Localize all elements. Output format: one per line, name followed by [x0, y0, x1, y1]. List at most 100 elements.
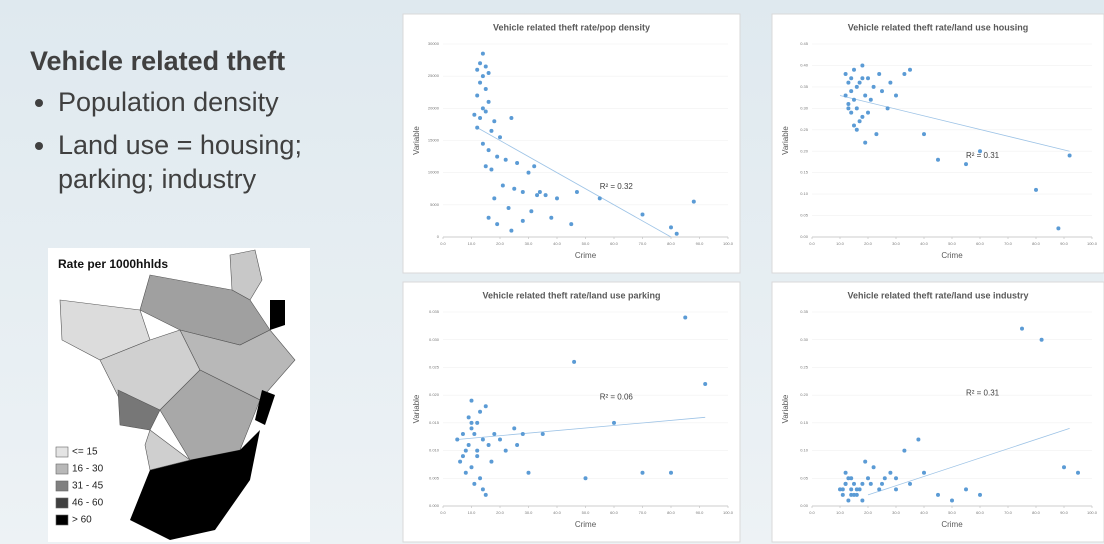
- point: [888, 80, 893, 85]
- point: [520, 189, 525, 194]
- x-tick-label: 50.0: [582, 241, 591, 246]
- legend-swatch: [55, 497, 69, 509]
- y-tick-label: 0.10: [800, 448, 809, 453]
- point: [532, 164, 537, 169]
- point: [860, 481, 865, 486]
- point: [857, 80, 862, 85]
- x-tick-label: 40.0: [553, 510, 562, 515]
- annotation: R² = 0.06: [600, 392, 634, 401]
- point: [612, 420, 616, 425]
- point: [574, 189, 579, 194]
- trendline: [457, 416, 706, 440]
- point: [486, 148, 491, 153]
- x-tick-label: 80.0: [667, 241, 676, 246]
- y-tick-label: 0.025: [429, 364, 440, 369]
- point: [857, 487, 862, 492]
- y-tick-label: 0.15: [800, 420, 809, 425]
- map-area: [255, 390, 275, 425]
- point: [483, 492, 488, 497]
- legend-swatch: [55, 446, 69, 458]
- legend-swatch: [55, 514, 69, 526]
- chart-title: Vehicle related theft rate/land use hous…: [848, 22, 1029, 32]
- point: [472, 112, 477, 117]
- chart-title: Vehicle related theft rate/land use indu…: [847, 290, 1028, 300]
- point: [863, 140, 868, 145]
- point: [475, 93, 480, 98]
- x-tick-label: 50.0: [582, 510, 591, 515]
- point: [908, 67, 912, 72]
- y-tick-label: 0.25: [800, 127, 809, 132]
- point: [569, 222, 574, 227]
- point: [498, 437, 502, 442]
- map-area: [229, 249, 263, 301]
- point: [866, 110, 870, 115]
- x-axis-title: Crime: [941, 520, 963, 529]
- point: [492, 196, 497, 201]
- y-tick-label: 5000: [430, 202, 440, 207]
- point: [894, 476, 898, 481]
- point: [495, 154, 500, 159]
- point: [964, 487, 968, 492]
- point: [543, 193, 548, 198]
- point: [486, 443, 491, 448]
- y-tick-label: 0.10: [800, 191, 809, 196]
- point: [846, 80, 851, 85]
- point: [1039, 337, 1044, 342]
- point: [483, 109, 488, 114]
- point: [846, 476, 851, 481]
- y-tick-label: 0.005: [429, 475, 440, 480]
- x-axis-title: Crime: [575, 520, 597, 529]
- point: [849, 89, 854, 94]
- point: [480, 437, 485, 442]
- point: [466, 415, 471, 420]
- point: [537, 189, 542, 194]
- point: [840, 492, 845, 497]
- y-axis-title: Variable: [412, 126, 421, 155]
- x-tick-label: 40.0: [920, 510, 929, 515]
- annotation: R² = 0.32: [600, 182, 634, 191]
- point: [880, 481, 884, 486]
- x-tick-label: 100.0: [1087, 510, 1098, 515]
- point: [1076, 470, 1080, 475]
- point: [469, 426, 474, 431]
- bullet-list: Population density Land use = housing; p…: [30, 85, 375, 196]
- y-tick-label: 10000: [428, 170, 440, 175]
- trendline: [477, 127, 672, 238]
- trendline: [839, 95, 1070, 152]
- point: [852, 492, 856, 497]
- point: [880, 89, 884, 94]
- point: [498, 135, 502, 140]
- y-tick-label: 0.30: [800, 337, 809, 342]
- point: [463, 448, 468, 453]
- point: [475, 125, 480, 130]
- y-tick-label: 0.15: [800, 170, 809, 175]
- legend-label: 46 - 60: [72, 498, 104, 509]
- x-tick-label: 70.0: [639, 241, 648, 246]
- x-tick-label: 60.0: [976, 241, 985, 246]
- x-axis-title: Crime: [575, 251, 597, 260]
- point: [877, 72, 882, 77]
- trendline: [867, 428, 1070, 496]
- x-tick-label: 30.0: [525, 241, 534, 246]
- point: [922, 470, 926, 475]
- point: [860, 498, 865, 503]
- point: [486, 70, 491, 75]
- chart-title: Vehicle related theft rate/land use park…: [482, 290, 660, 300]
- legend-swatch: [55, 480, 69, 492]
- x-tick-label: 100.0: [723, 241, 734, 246]
- point: [480, 141, 485, 146]
- legend-label: <= 15: [72, 447, 98, 458]
- point: [669, 225, 673, 230]
- chart-title: Vehicle related theft rate/pop density: [493, 22, 650, 32]
- y-tick-label: 0.35: [800, 84, 809, 89]
- bullet: Land use = housing; parking; industry: [58, 128, 368, 196]
- point: [486, 215, 491, 220]
- point: [472, 431, 477, 436]
- x-tick-label: 70.0: [639, 510, 648, 515]
- point: [843, 72, 848, 77]
- x-axis-title: Crime: [941, 251, 963, 260]
- y-axis-title: Variable: [781, 394, 790, 423]
- point: [480, 74, 485, 79]
- point: [492, 119, 497, 124]
- point: [691, 199, 696, 204]
